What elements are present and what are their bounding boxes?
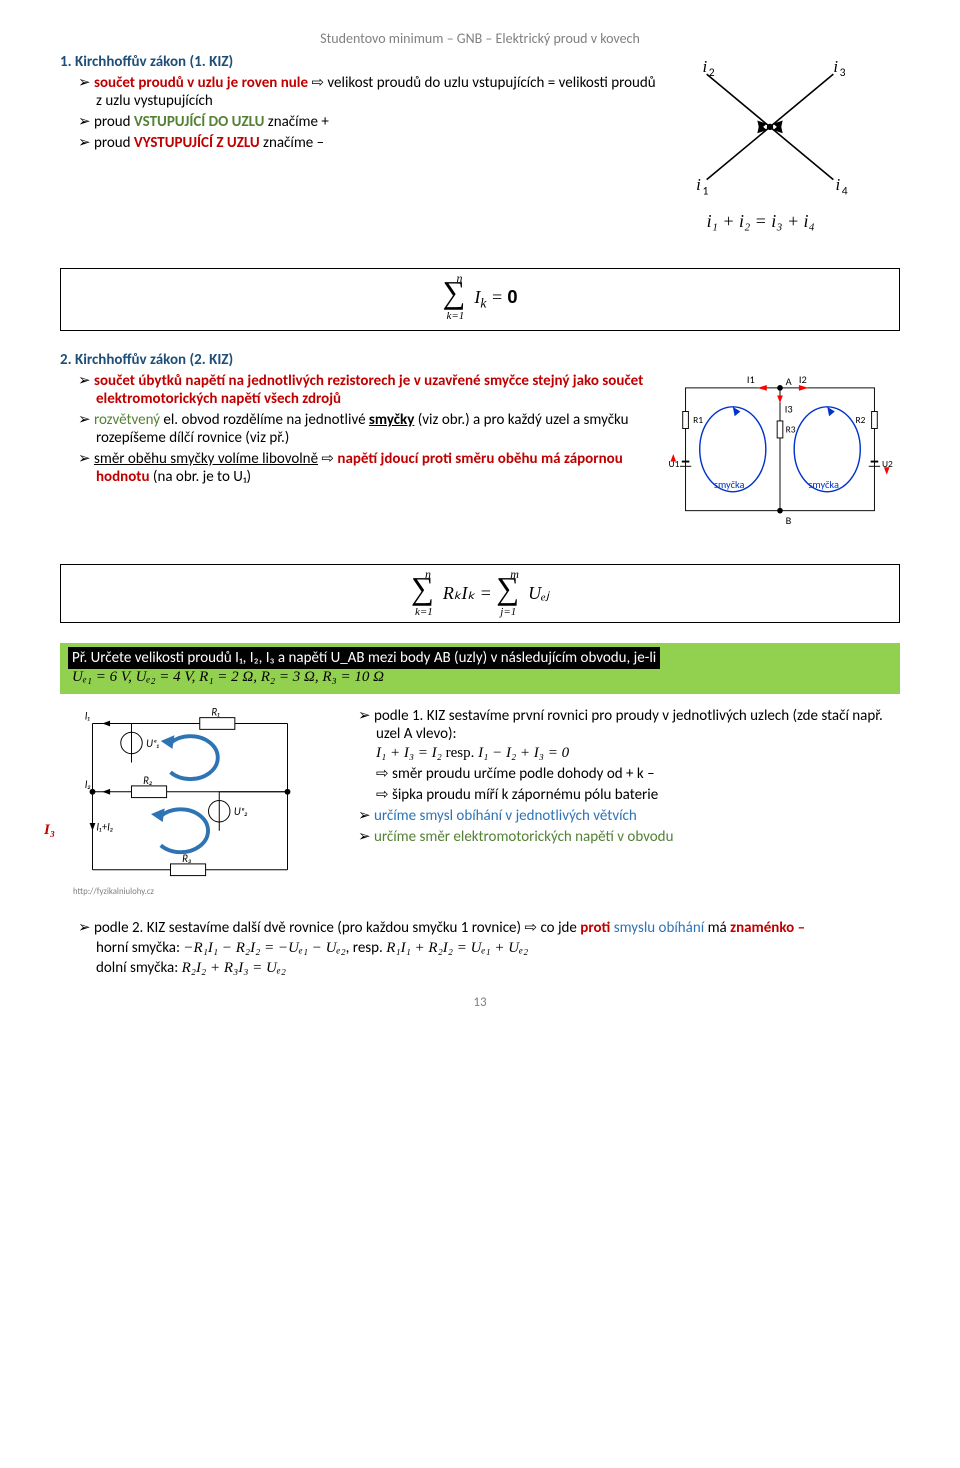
bottom-line-2: horní smyčka: −R₁I₁ − R₂I₂ = −Uₑ₁ − Uₑ₂,… — [60, 939, 900, 957]
page-header: Studentovo minimum – GNB – Elektrický pr… — [60, 30, 900, 47]
sec1-b1-red: součet proudů v uzlu je roven nule — [94, 74, 308, 92]
bb1d: smyslu obíhání — [610, 919, 704, 937]
equation-2-box: n ∑ k=1 RₖIₖ = m ∑ j=1 Uₑⱼ — [60, 564, 900, 623]
svg-text:i: i — [702, 57, 707, 76]
loop-I3: I3 — [785, 402, 793, 415]
sec2-b3-u: směr oběhu smyčky volíme libovolně — [94, 450, 318, 468]
eq2-eq: = — [480, 583, 497, 603]
rb3: určíme směr elektromotorických napětí v … — [374, 828, 673, 846]
bb1c: proti — [580, 919, 610, 937]
sec2-b1-red: součet úbytků napětí na jednotlivých rez… — [94, 372, 643, 408]
circ-I3-side: I₃ — [44, 822, 55, 839]
circ-I1I2: I₁+I₂ — [96, 820, 113, 833]
bottom-bullet-1: podle 2. KIZ sestavíme další dvě rovnice… — [60, 918, 900, 937]
example-line2: Uₑ₁ = 6 V, Uₑ₂ = 4 V, R₁ = 2 Ω, R₂ = 3 Ω… — [68, 667, 892, 688]
node-diagram: i2 i3 i1 i4 i₁ + i₂ = i₃ + i₄ — [660, 53, 900, 248]
svg-text:4: 4 — [842, 184, 848, 198]
sec1-b3-c: značíme – — [260, 134, 324, 152]
sec1-bullet-1: součet proudů v uzlu je roven nule ⇨ vel… — [60, 73, 660, 110]
eq2-lsup: n — [425, 567, 431, 582]
svg-text:2: 2 — [709, 66, 715, 80]
eq1-sub: k=1 — [447, 310, 465, 322]
loop-B: B — [786, 513, 792, 526]
equation-1-box: n ∑ k=1 Ik = 𝟎 — [60, 268, 900, 331]
eq1-sup: n — [457, 271, 463, 286]
rb-eq1a: I₁ + I₃ = I₂ — [376, 745, 442, 761]
loop-I1: I1 — [747, 373, 755, 386]
sec2-b2-green: rozvětvený — [94, 411, 163, 429]
svg-text:i: i — [833, 57, 838, 76]
rb-resp: resp. — [442, 745, 478, 761]
bottom-line-3: dolní smyčka: R₂I₂ + R₃I₃ = Uₑ₂ — [60, 959, 900, 977]
sec2-b2-b: el. obvod rozdělíme na jednotlivé — [163, 411, 369, 429]
bl2d: R₁I₁ + R₂I₂ = Uₑ₁ + Uₑ₂ — [386, 940, 528, 956]
circ-Ue1: Uₑ₁ — [146, 736, 159, 749]
example-box: Př. Určete velikosti proudů I₁, I₂, I₃ a… — [60, 643, 900, 694]
eq2-rsup: m — [510, 567, 519, 582]
circuit-diagram: I₃ R₁ R₂ R₃ Uₑ₁ — [60, 704, 330, 904]
example-line1: Př. Určete velikosti proudů I₁, I₂, I₃ a… — [68, 647, 660, 669]
bl3a: dolní smyčka: — [96, 959, 182, 977]
page-number: 13 — [60, 995, 900, 1010]
sec2-bullet-2: rozvětvený el. obvod rozdělíme na jednot… — [60, 410, 660, 447]
sec1-bullet-3: proud VYSTUPUJÍCÍ Z UZLU značíme – — [60, 133, 660, 152]
loop-R1: R1 — [693, 413, 703, 425]
circ-src: http://fyzikalniulohy.cz — [73, 887, 155, 897]
sec2-bullet-1: součet úbytků napětí na jednotlivých rez… — [60, 371, 660, 408]
loop-diagram: A B I1 I2 I3 R1 R2 R3 U1 U2 — [660, 369, 900, 544]
sec1-b2-c: značíme + — [264, 113, 328, 131]
right-sub-2: šipka proudu míří k zápornému pólu bater… — [340, 785, 900, 804]
bl2b: −R₁I₁ − R₂I₂ = −Uₑ₁ − Uₑ₂ — [183, 940, 345, 956]
sec1-b3-a: proud — [94, 134, 134, 152]
bb1b: co jde — [537, 919, 580, 937]
section-1-title: 1. Kirchhoffův zákon (1. KIZ) — [60, 53, 660, 71]
circ-Ue2: Uₑ₂ — [234, 805, 248, 818]
bl3b: R₂I₂ + R₃I₃ = Uₑ₂ — [182, 960, 286, 976]
svg-text:i: i — [696, 175, 701, 194]
circ-I1: I₁ — [85, 709, 91, 722]
loop-s1: smyčka — [714, 478, 745, 491]
right-bullet-3: určíme směr elektromotorických napětí v … — [340, 827, 900, 846]
loop-A: A — [786, 375, 792, 388]
sec2-b3-c: (na obr. je to U₁) — [150, 468, 252, 486]
rb-eq1b: I₁ − I₂ + I₃ = 0 — [478, 745, 569, 761]
sec2-b2-u: smyčky — [369, 411, 414, 429]
sec1-b3-red: VYSTUPUJÍCÍ Z UZLU — [134, 134, 260, 152]
sec1-bullet-2: proud VSTUPUJÍCÍ DO UZLU značíme + — [60, 112, 660, 131]
svg-text:3: 3 — [840, 66, 846, 80]
eq2-rsub: j=1 — [500, 606, 516, 618]
bl2a: horní smyčka: — [96, 939, 183, 957]
loop-I2: I2 — [799, 373, 807, 386]
eq2-lsub: k=1 — [415, 606, 433, 618]
sec1-b2-a: proud — [94, 113, 134, 131]
rb1: podle 1. KIZ sestavíme první rovnici pro… — [374, 707, 883, 743]
sec2-bullet-3: směr oběhu smyčky volíme libovolně ⇨ nap… — [60, 449, 660, 486]
bb1e: má — [704, 919, 730, 937]
eq2-rbody: Uₑⱼ — [528, 583, 549, 603]
bl2c: , resp. — [346, 939, 387, 957]
loop-R2: R2 — [856, 413, 866, 425]
svg-text:i: i — [835, 175, 840, 194]
bb1a: podle 2. KIZ sestavíme další dvě rovnice… — [94, 919, 525, 937]
loop-s2: smyčka — [808, 478, 839, 491]
section-2-title: 2. Kirchhoffův zákon (2. KIZ) — [60, 351, 900, 369]
sec1-b2-green: VSTUPUJÍCÍ DO UZLU — [134, 113, 264, 131]
right-bullet-2: určíme smysl obíhání v jednotlivých větv… — [340, 806, 900, 825]
bb1f: znaménko – — [730, 919, 805, 937]
eq2-lbody: RₖIₖ — [443, 583, 475, 603]
svg-text:1: 1 — [702, 184, 708, 198]
circ-R1: R₁ — [211, 705, 220, 718]
rb2: určíme smysl obíhání v jednotlivých větv… — [374, 807, 637, 825]
right-bullet-1: podle 1. KIZ sestavíme první rovnici pro… — [340, 706, 900, 743]
right-eq-1: I₁ + I₃ = I₂ resp. I₁ − I₂ + I₃ = 0 — [340, 745, 900, 762]
circ-R2: R₂ — [143, 774, 152, 787]
rs1: směr proudu určíme podle dohody od + k – — [392, 765, 655, 783]
svg-text:i₁ + i₂ = i₃ + i₄: i₁ + i₂ = i₃ + i₄ — [707, 211, 815, 231]
loop-R3: R3 — [786, 423, 796, 435]
rs2: šipka proudu míří k zápornému pólu bater… — [392, 786, 658, 804]
circ-I2: I₂ — [85, 777, 91, 790]
right-sub-1: směr proudu určíme podle dohody od + k – — [340, 764, 900, 783]
